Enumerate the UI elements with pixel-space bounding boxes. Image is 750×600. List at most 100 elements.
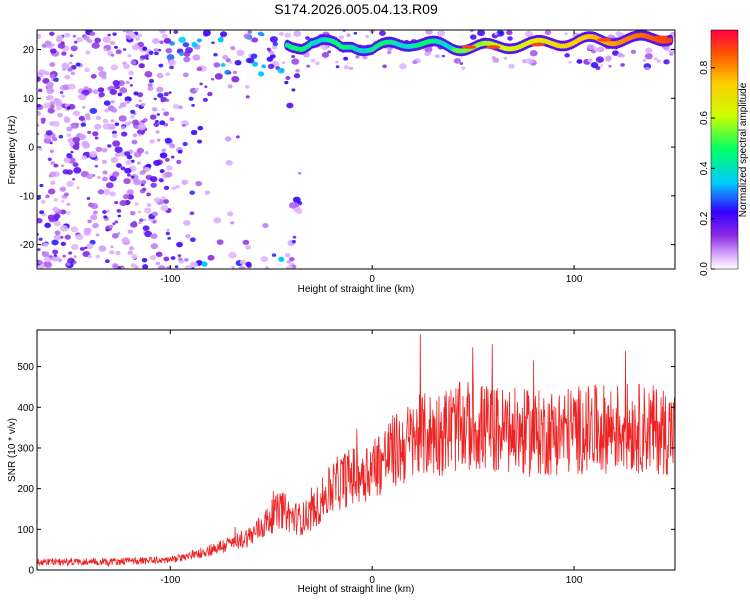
spectrogram-noise-cell [135,37,140,41]
spectrogram-noise-cell [225,160,233,166]
spectrogram-noise-cell [587,58,593,63]
spectrogram-noise-cell [236,49,245,57]
spectrogram-noise-cell [38,147,43,151]
spectrogram-y-ticks: -20 -10 0 10 20 [20,45,675,251]
spectrogram-y-tick-label: 10 [23,94,35,105]
spectrogram-noise-cell [182,124,186,127]
spectrogram-noise-cell [49,100,56,106]
spectrogram-noise-cell [453,57,461,64]
spectrogram-noise-cell [81,155,87,160]
spectrogram-noise-cell [60,241,67,247]
spectrogram-noise-cell [245,261,252,267]
spectrogram-noise-cell [235,135,240,139]
spectrogram-noise-cell [68,61,73,65]
spectrogram-noise-cell [146,192,151,197]
spectrogram-noise-cell [156,72,164,79]
spectrogram-noise-cell [608,64,612,68]
spectrogram-noise-cell [202,30,211,37]
spectrogram-noise-cell [129,76,133,80]
spectrogram-noise-cell [293,30,302,37]
snr-x-ticks: -100 0 100 [160,330,583,586]
spectrogram-noise-cell [338,35,344,40]
snr-marks [37,334,675,567]
spectrogram-noise-cell [617,52,624,58]
spectrogram-x-tick-label: 100 [566,274,583,285]
spectrogram-noise-cell [291,240,296,244]
spectrogram-peak-cell [653,35,668,40]
spectrogram-noise-cell [109,175,117,182]
spectrogram-noise-cell [71,244,79,250]
spectrogram-noise-cell [155,251,163,258]
spectrogram-noise-cell [87,130,92,135]
spectrogram-noise-cell [37,260,44,265]
spectrogram-noise-cell [564,32,568,36]
spectrogram-noise-cell [44,71,50,76]
figure-title: S174.2026.005.04.13.R09 [274,1,438,17]
spectrogram-noise-cell [103,100,111,106]
spectrogram-noise-cell [73,167,82,174]
spectrogram-noise-cell [123,63,131,70]
spectrogram-noise-cell [128,70,135,76]
spectrogram-noise-cell [335,60,339,64]
spectrogram-frame [36,29,676,270]
spectrogram-noise-cell [277,67,285,74]
spectrogram-noise-cell [165,72,171,77]
spectrogram-hotspot-cell [278,256,285,262]
spectrogram-noise-cell [153,122,160,128]
spectrogram-noise-cell [387,50,392,55]
spectrogram-noise-cell [231,265,235,269]
spectrogram-noise-cell [78,133,87,141]
spectrogram-noise-cell [228,60,233,64]
spectrogram-noise-cell [148,50,154,55]
spectrogram-noise-cell [128,121,133,125]
spectrogram-noise-cell [196,66,203,72]
spectrogram-noise-cell [459,62,464,65]
spectrogram-noise-cell [178,257,183,261]
spectrogram-noise-cell [43,102,51,109]
spectrogram-noise-cell [294,203,300,208]
snr-y-tick-label: 200 [17,484,34,495]
spectrogram-noise-cell [130,60,137,66]
spectrogram-noise-cell [52,120,60,127]
spectrogram-noise-cell [70,122,79,129]
spectrogram-noise-cell [50,161,55,165]
spectrogram-noise-cell [102,118,109,124]
spectrogram-noise-cell [96,126,101,130]
spectrogram-noise-cell [189,190,195,195]
spectrogram-noise-cell [204,190,211,195]
snr-x-axis-label: Height of straight line (km) [298,584,415,595]
spectrogram-noise-cell [162,199,170,205]
spectrogram-noise-cell [219,31,228,38]
spectrogram-noise-cell [355,55,360,59]
spectrogram-noise-cell [257,31,264,37]
spectrogram-noise-cell [49,149,54,153]
spectrogram-noise-cell [89,107,98,115]
spectrogram-noise-cell [58,134,64,139]
spectrogram-noise-cell [130,109,136,114]
spectrogram-noise-cell [176,241,183,248]
spectrogram-noise-cell [150,233,158,240]
spectrogram-noise-cell [144,167,151,172]
spectrogram-noise-cell [159,30,166,34]
spectrogram-noise-cell [37,217,43,224]
spectrogram-noise-cell [97,189,105,195]
spectrogram-noise-cell [157,265,166,269]
spectrogram-noise-cell [353,31,358,35]
spectrogram-noise-cell [335,65,340,69]
spectrogram-noise-cell [122,30,127,33]
spectrogram-noise-cell [222,54,229,60]
spectrogram-noise-cell [207,91,213,97]
spectrogram-noise-cell [59,91,64,94]
spectrogram-y-axis-label: Frequency (Hz) [7,116,18,185]
snr-y-tick-label: 100 [17,525,34,536]
spectrogram-hotspot-cell [258,71,265,77]
spectrogram-noise-cell [127,54,132,58]
spectrogram-noise-cell [130,114,135,119]
spectrogram-noise-cell [43,256,52,263]
spectrogram-noise-cell [101,147,108,153]
spectrogram-noise-cell [89,31,96,36]
spectrogram-noise-cell [97,176,101,180]
spectrogram-noise-cell [45,130,53,136]
spectrogram-noise-cell [168,59,177,66]
spectrogram-noise-cell [78,115,86,121]
